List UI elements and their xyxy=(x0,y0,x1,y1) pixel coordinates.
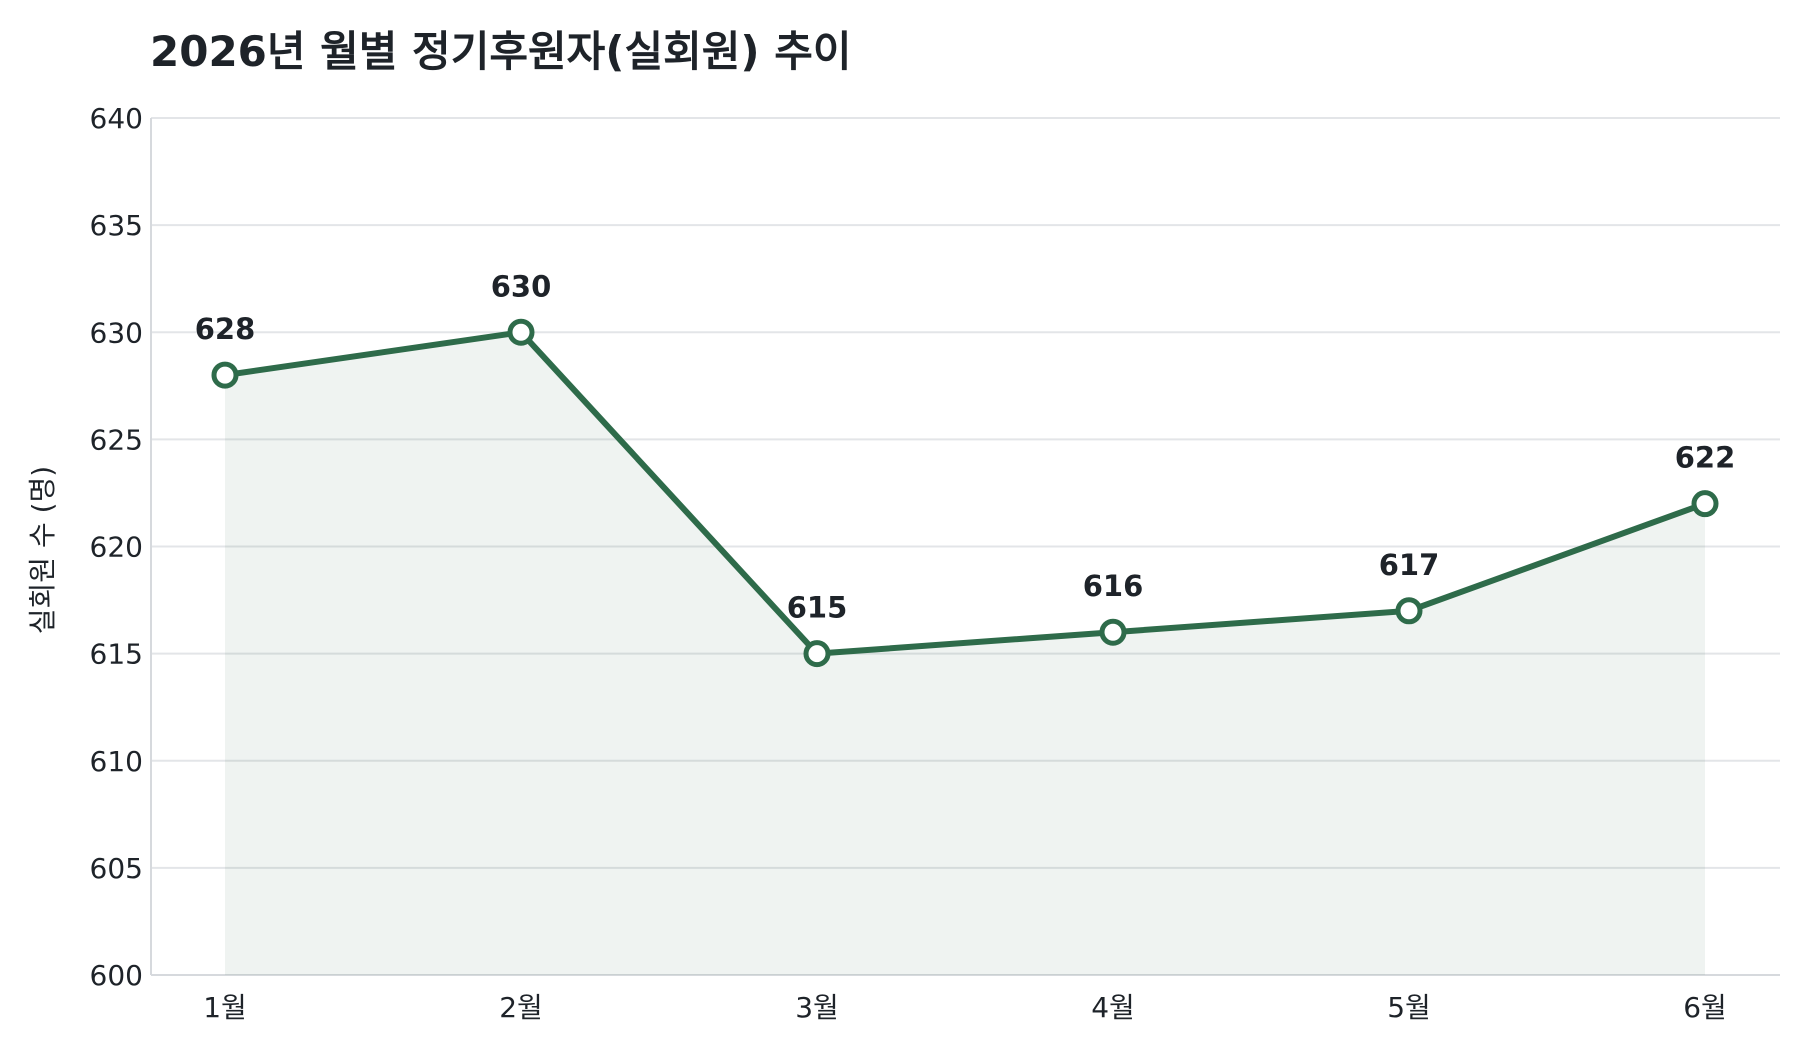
x-tick-label: 5월 xyxy=(1387,991,1431,1024)
data-label: 622 xyxy=(1675,441,1736,475)
y-tick-label: 635 xyxy=(90,209,143,242)
chart-title: 2026년 월별 정기후원자(실회원) 추이 xyxy=(150,27,851,76)
x-tick-label: 2월 xyxy=(499,991,543,1024)
y-tick-label: 630 xyxy=(90,316,143,349)
y-tick-label: 620 xyxy=(90,531,143,564)
data-point xyxy=(507,318,535,346)
y-tick-label: 615 xyxy=(90,638,143,671)
y-tick-label: 600 xyxy=(90,959,143,992)
data-point xyxy=(1691,490,1719,518)
series-polyline xyxy=(222,329,1708,657)
data-label: 617 xyxy=(1379,548,1440,582)
data-point xyxy=(803,640,831,668)
area-fill xyxy=(225,332,1705,975)
axes xyxy=(150,118,1780,976)
y-tick-label: 625 xyxy=(90,423,143,456)
y-tick-label: 640 xyxy=(90,102,143,135)
data-point xyxy=(211,361,239,389)
x-tick-label: 3월 xyxy=(795,991,839,1024)
data-label: 628 xyxy=(195,312,256,346)
data-points xyxy=(211,318,1719,668)
area-fill-shape xyxy=(225,332,1705,975)
y-tick-label: 605 xyxy=(90,852,143,885)
y-axis-label: 실회원 수 (명) xyxy=(26,466,59,634)
x-axis-ticks: 1월 2월 3월 4월 5월 6월 xyxy=(203,991,1727,1024)
y-tick-label: 610 xyxy=(90,745,143,778)
data-label: 630 xyxy=(491,269,552,303)
data-point xyxy=(1099,618,1127,646)
data-label: 616 xyxy=(1083,569,1144,603)
data-point xyxy=(1395,597,1423,625)
x-tick-label: 6월 xyxy=(1683,991,1727,1024)
data-label: 615 xyxy=(787,591,848,625)
x-tick-label: 4월 xyxy=(1091,991,1135,1024)
gridlines xyxy=(151,117,1780,976)
x-tick-label: 1월 xyxy=(203,991,247,1024)
series-line xyxy=(222,329,1708,657)
data-labels: 628 630 615 616 617 622 xyxy=(195,269,1736,624)
y-axis-ticks: 600 605 610 615 620 625 630 635 640 xyxy=(90,102,143,992)
